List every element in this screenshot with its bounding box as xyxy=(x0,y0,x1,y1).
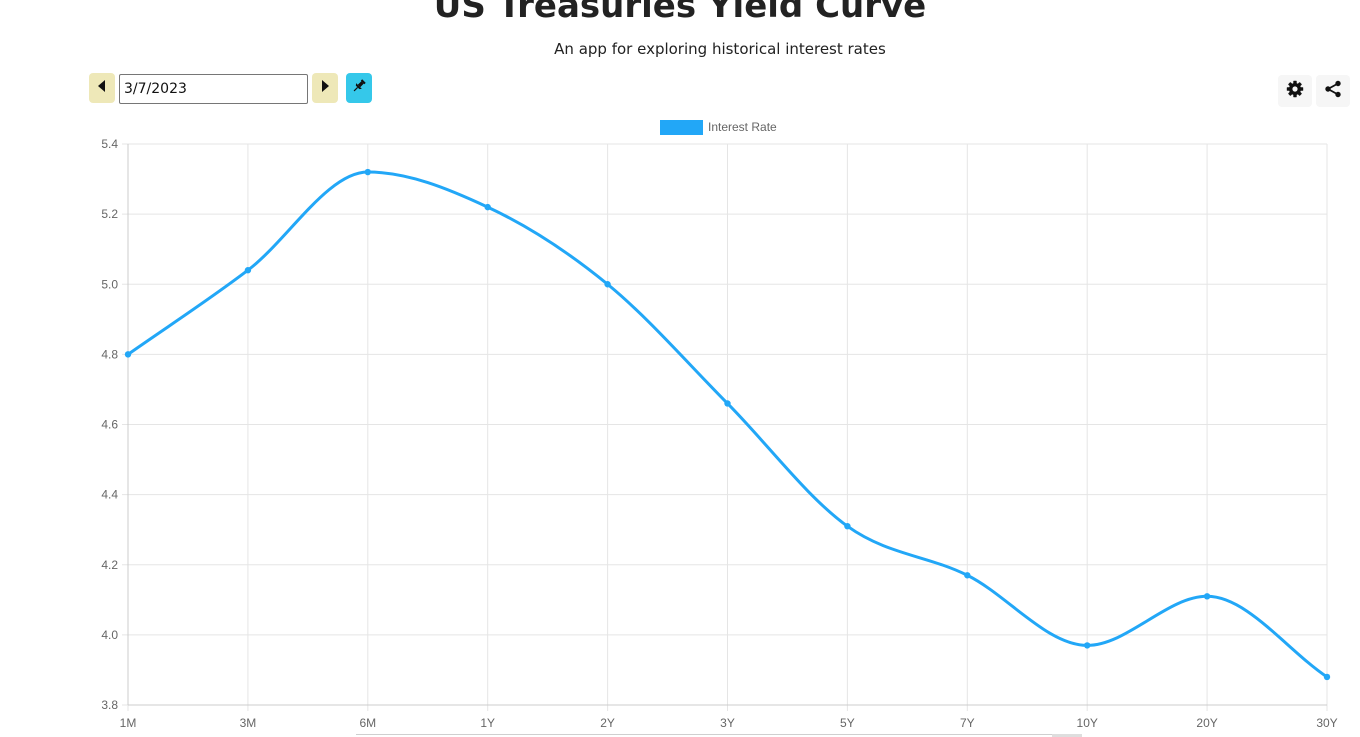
x-tick-label: 1Y xyxy=(480,716,495,730)
data-point-6m[interactable] xyxy=(364,168,371,176)
y-tick-label: 4.4 xyxy=(101,488,118,502)
data-point-20y[interactable] xyxy=(1203,593,1211,600)
data-point-3m[interactable] xyxy=(244,267,252,274)
y-tick-label: 4.0 xyxy=(101,628,118,642)
data-point-3y[interactable] xyxy=(724,400,731,407)
data-point-1m[interactable] xyxy=(124,351,132,358)
x-tick-label: 3M xyxy=(240,716,257,730)
page-title: US Treasuries Yield Curve xyxy=(433,0,927,26)
y-tick-label: 3.8 xyxy=(101,698,118,712)
caret-right-icon xyxy=(320,79,330,97)
data-point-7y[interactable] xyxy=(964,572,971,579)
share-button[interactable] xyxy=(1316,75,1350,107)
data-point-10y[interactable] xyxy=(1084,642,1091,649)
settings-button[interactable] xyxy=(1278,75,1312,107)
x-tick-label: 6M xyxy=(359,716,376,730)
x-tick-label: 10Y xyxy=(1077,716,1098,730)
x-tick-label: 7Y xyxy=(960,716,975,730)
horizontal-scrollbar-thumb[interactable] xyxy=(1052,734,1082,737)
x-tick-label: 1M xyxy=(120,716,137,730)
x-tick-label: 30Y xyxy=(1316,716,1337,730)
pin-icon xyxy=(351,78,367,99)
x-tick-label: 3Y xyxy=(720,716,735,730)
gear-icon xyxy=(1286,80,1304,103)
previous-date-button[interactable] xyxy=(89,73,115,103)
x-tick-label: 2Y xyxy=(600,716,615,730)
y-tick-label: 4.2 xyxy=(101,558,118,572)
y-tick-label: 5.2 xyxy=(101,207,118,221)
date-input[interactable] xyxy=(119,74,308,104)
horizontal-scrollbar-track[interactable] xyxy=(356,734,1082,735)
data-point-30y[interactable] xyxy=(1323,673,1331,681)
y-tick-label: 4.6 xyxy=(101,418,118,432)
next-date-button[interactable] xyxy=(312,73,338,103)
x-tick-label: 20Y xyxy=(1196,716,1217,730)
y-tick-label: 5.0 xyxy=(101,277,118,291)
y-tick-label: 4.8 xyxy=(101,347,118,361)
data-point-5y[interactable] xyxy=(844,522,851,530)
x-tick-label: 5Y xyxy=(840,716,855,730)
legend-label[interactable]: Interest Rate xyxy=(708,120,777,134)
share-icon xyxy=(1324,80,1342,103)
legend-swatch[interactable] xyxy=(660,120,703,135)
y-tick-label: 5.4 xyxy=(101,137,118,151)
data-point-2y[interactable] xyxy=(604,281,611,288)
caret-left-icon xyxy=(97,79,107,97)
page-subtitle: An app for exploring historical interest… xyxy=(554,40,886,58)
pin-button[interactable] xyxy=(346,73,372,103)
data-point-1y[interactable] xyxy=(484,203,491,211)
